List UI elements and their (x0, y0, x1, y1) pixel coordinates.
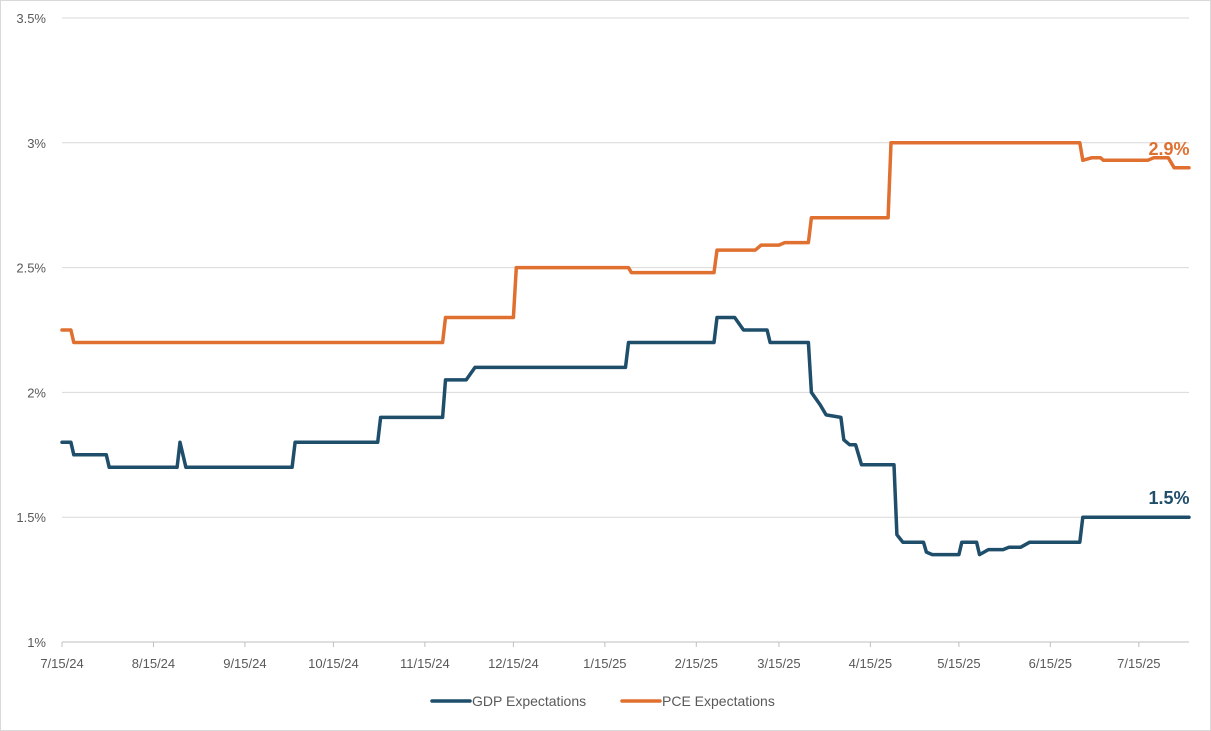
x-tick-label: 8/15/24 (132, 656, 175, 671)
legend-label: GDP Expectations (472, 693, 586, 709)
x-tick-label: 10/15/24 (308, 656, 359, 671)
y-tick-label: 2% (27, 385, 46, 400)
y-axis: 1% 1.5% 2% 2.5% 3% 3.5% (16, 11, 46, 650)
y-tick-label: 3.5% (16, 11, 46, 26)
x-tick-label: 3/15/25 (757, 656, 800, 671)
x-tick-label: 6/15/25 (1029, 656, 1072, 671)
y-tick-label: 1% (27, 635, 46, 650)
legend-item: PCE Expectations (620, 693, 775, 709)
x-tick-label: 1/15/25 (583, 656, 626, 671)
series-line-gdp (60, 315, 1191, 557)
legend-label: PCE Expectations (662, 693, 775, 709)
end-labels: 1.5% 2.9% (1148, 139, 1189, 508)
x-axis: 7/15/24 8/15/24 9/15/24 10/15/24 11/15/24 12/… (40, 641, 1189, 671)
x-tick-label: 7/15/24 (40, 656, 83, 671)
y-tick-label: 1.5% (16, 510, 46, 525)
end-label-gdp: 1.5% (1148, 488, 1189, 508)
end-label-pce: 2.9% (1148, 139, 1189, 159)
x-tick-label: 5/15/25 (937, 656, 980, 671)
x-tick-label: 7/15/25 (1117, 656, 1160, 671)
y-tick-label: 3% (27, 136, 46, 151)
y-tick-label: 2.5% (16, 261, 46, 276)
x-tick-label: 11/15/24 (400, 656, 450, 671)
x-tick-label: 12/15/24 (488, 656, 539, 671)
x-tick-label: 4/15/25 (849, 656, 892, 671)
legend-item: GDP Expectations (430, 693, 586, 709)
x-tick-label: 2/15/25 (675, 656, 718, 671)
x-tick-label: 9/15/24 (223, 656, 266, 671)
legend: GDP Expectations PCE Expectations (430, 693, 775, 709)
series-lines (60, 141, 1191, 557)
series-line-pce (60, 141, 1191, 345)
